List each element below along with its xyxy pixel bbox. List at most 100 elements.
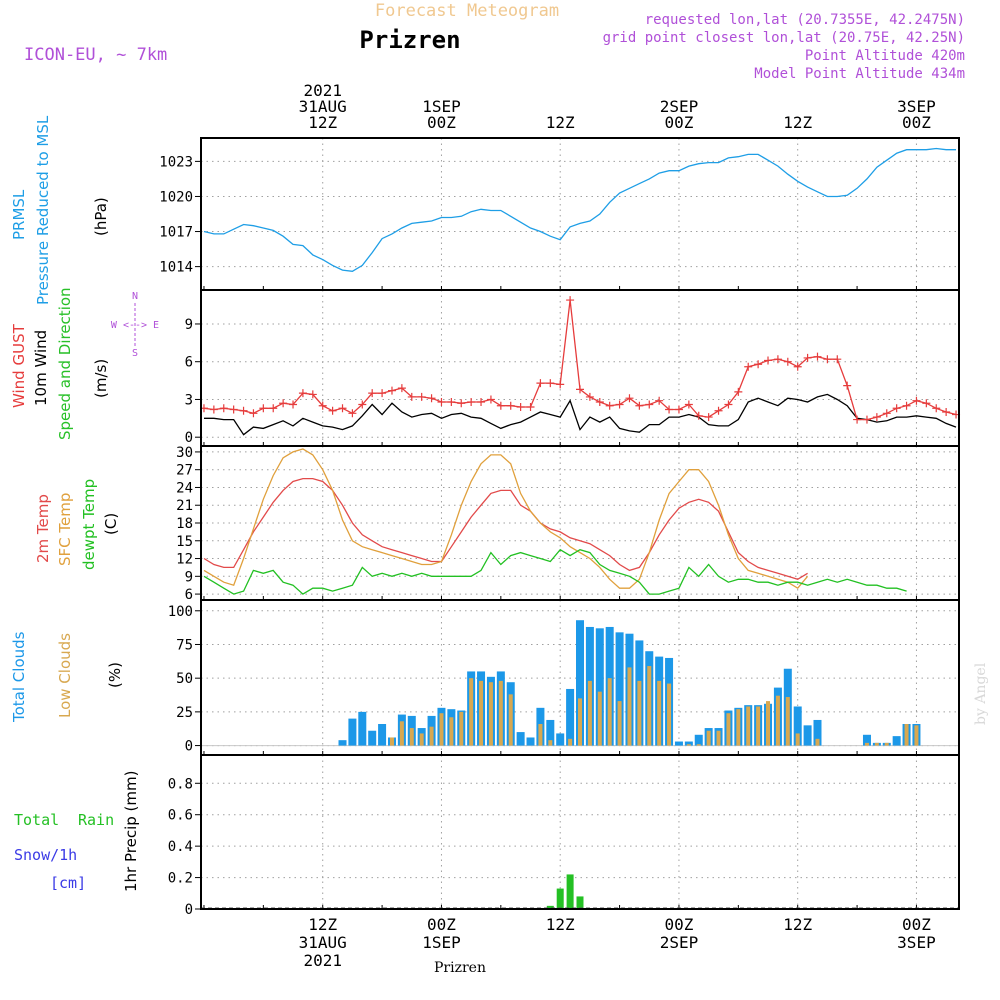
gust-marker [298, 389, 307, 398]
gust-marker [368, 389, 377, 398]
gust-marker [793, 362, 802, 371]
low-cloud-bar [409, 728, 414, 746]
temp-label-2: SFC Temp [56, 493, 74, 566]
total-cloud-bar [526, 737, 535, 746]
gust-marker [289, 400, 298, 409]
y-tick-label: 25 [176, 705, 193, 721]
pressure-label-1: PRMSL [10, 189, 28, 240]
low-cloud-bar [578, 698, 582, 746]
low-cloud-bar [657, 680, 662, 746]
wind-label-2: 10m Wind [32, 330, 50, 406]
wind-label-1: Wind GUST [10, 323, 28, 408]
y-tick-label: 15 [176, 534, 193, 550]
total-cloud-bar [674, 741, 683, 746]
rain-bar [576, 896, 584, 909]
total-cloud-bar [694, 734, 703, 746]
precip-total: Total [14, 811, 59, 829]
gridpoint-coords: grid point closest lon,lat (20.75E, 42.2… [603, 30, 965, 46]
top-time-label: 00Z [902, 113, 931, 132]
gust-marker [496, 401, 505, 410]
y-tick-label: 0 [185, 902, 193, 918]
panel-clouds: 0 25 50 75 100 [168, 600, 959, 755]
gust-marker [358, 400, 367, 409]
low-cloud-bar [756, 706, 761, 746]
y-tick-label: 6 [185, 587, 193, 603]
low-cloud-bar [488, 682, 493, 746]
gust-marker [694, 411, 703, 420]
low-cloud-bar [775, 695, 780, 746]
y-tick-label: 0.8 [168, 776, 193, 792]
gust-marker [536, 379, 545, 388]
top-time-label: 2021 [303, 81, 342, 100]
gust-marker [249, 409, 258, 418]
precip-snow: Snow/1h [14, 846, 77, 864]
y-tick-label: 18 [176, 516, 193, 532]
temp-unit: (C) [102, 513, 120, 535]
low-cloud-bar [548, 740, 553, 746]
gust-marker [853, 415, 862, 424]
panel-background [201, 446, 959, 600]
y-tick-label: 75 [176, 637, 193, 653]
gust-marker [585, 392, 594, 401]
y-tick-label: 1020 [159, 189, 193, 205]
gust-marker [387, 386, 396, 395]
top-time-label: 3SEP [897, 97, 936, 116]
y-tick-label: 1023 [159, 154, 193, 170]
wind-panel-labels: Wind GUST 10m Wind Speed and Direction (… [10, 287, 159, 440]
total-cloud-bar [862, 734, 871, 746]
top-time-label: 1SEP [422, 97, 461, 116]
low-cloud-bar [696, 744, 701, 746]
low-cloud-bar [667, 683, 672, 746]
low-cloud-bar [449, 717, 454, 746]
low-cloud-bar [716, 730, 721, 746]
gust-marker [674, 405, 683, 414]
total-cloud-bar [546, 719, 555, 746]
y-tick-label: 24 [176, 480, 193, 496]
gust-marker [625, 394, 634, 403]
gust-marker [684, 400, 693, 409]
bottom-time-label: 00Z [427, 915, 456, 934]
y-tick-label: 0.2 [168, 871, 193, 887]
gust-marker [754, 360, 763, 369]
low-cloud-bar [538, 724, 543, 746]
watermark: by Angel [973, 662, 989, 725]
pressure-line [203, 147, 956, 272]
panel-precip: 0 0.2 0.4 0.6 0.8 [168, 755, 959, 918]
total-cloud-bar [684, 741, 693, 746]
top-time-label: 12Z [546, 113, 575, 132]
low-cloud-bar [439, 713, 444, 746]
low-cloud-bar [706, 730, 711, 746]
gust-marker [714, 406, 723, 415]
gust-marker [744, 362, 753, 371]
location-title: Prizren [359, 26, 460, 54]
y-tick-label: 0 [185, 739, 193, 755]
gust-marker [783, 357, 792, 366]
gust-marker [615, 400, 624, 409]
low-cloud-bar [884, 742, 889, 746]
gust-marker [328, 406, 337, 415]
gust-marker [318, 401, 327, 410]
total-cloud-bar [556, 733, 565, 746]
gust-marker [457, 399, 466, 408]
plot-panels: 1014101710201023036969121518212427300255… [159, 137, 961, 918]
sfc-temp-line [203, 448, 809, 590]
gust-marker [813, 352, 822, 361]
total-cloud-bar [516, 732, 525, 746]
clouds-label-1: Total Clouds [10, 631, 28, 723]
bottom-time-label: 2021 [303, 951, 342, 970]
gust-marker [823, 355, 832, 364]
panel-background [201, 755, 959, 909]
pressure-unit: (hPa) [92, 197, 110, 236]
gust-marker [922, 399, 931, 408]
y-tick-label: 12 [176, 552, 193, 568]
bottom-time-label: 12Z [783, 915, 812, 934]
low-cloud-bar [785, 697, 790, 746]
total-cloud-bar [803, 725, 812, 746]
y-tick-label: 27 [176, 463, 193, 479]
top-time-label: 2SEP [660, 97, 699, 116]
y-tick-label: 100 [168, 604, 193, 620]
low-cloud-bar [469, 678, 474, 746]
low-cloud-bar [864, 742, 869, 746]
requested-coords: requested lon,lat (20.7355E, 42.2475N) [645, 12, 965, 28]
gust-marker [655, 396, 664, 405]
